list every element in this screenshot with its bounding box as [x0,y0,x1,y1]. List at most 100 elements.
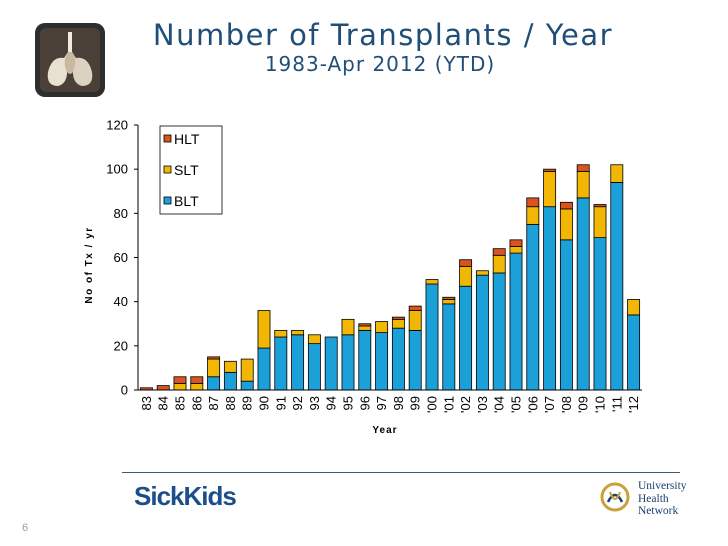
footer-divider [122,472,680,473]
bar-blt-95 [341,334,355,391]
bar-hlt-06 [526,197,540,208]
uhn-logo-text: University Health Network [638,480,687,518]
legend-swatch-slt [163,165,172,174]
bar-blt-94 [324,336,338,391]
bar-hlt-10 [593,204,607,208]
y-tick-label: 40 [114,294,128,309]
bar-slt-02 [459,265,473,287]
lungs-icon [35,23,105,97]
y-tick-label: 80 [114,206,128,221]
page-number: 6 [22,522,29,534]
bar-blt-88 [223,371,237,391]
bar-blt-12 [627,314,641,391]
x-tick-label: 97 [374,396,389,410]
uhn-line-1: University [638,480,687,492]
bar-blt-96 [358,329,372,391]
bar-slt-09 [576,170,590,199]
x-tick-label: 96 [357,396,372,410]
bar-slt-08 [559,208,573,241]
sickkids-logo: SickKids [134,481,237,511]
x-tick-label: '01 [441,396,456,413]
bar-slt-95 [341,318,355,336]
x-tick-label: 95 [341,396,356,410]
bar-slt-12 [627,299,641,316]
x-tick-label: '12 [626,396,641,413]
legend-label-blt: BLT [174,193,199,209]
uhn-logo-mark [600,482,630,512]
x-tick-label: '11 [609,396,624,412]
y-tick-label: 100 [106,162,128,177]
bar-hlt-07 [543,168,557,172]
x-tick-label: 85 [173,396,188,410]
bar-hlt-96 [358,323,372,327]
bar-slt-92 [291,329,305,336]
bar-blt-99 [408,329,422,391]
bar-slt-00 [425,279,439,285]
bar-blt-06 [526,223,540,391]
x-tick-label: 84 [156,396,171,410]
bar-slt-88 [223,360,237,373]
bar-blt-92 [291,334,305,391]
x-tick-label: '00 [425,396,440,413]
bar-slt-85 [173,382,187,391]
uhn-line-3: Network [638,505,679,517]
x-tick-label: 98 [391,396,406,410]
x-tick-label: 89 [240,396,255,410]
bar-slt-04 [492,254,506,274]
bar-slt-90 [257,310,271,349]
legend-swatch-hlt [163,134,172,143]
bar-slt-01 [442,299,456,305]
x-tick-label: '06 [525,396,540,413]
bar-blt-03 [475,274,489,391]
x-tick-label: '03 [475,396,490,413]
bar-blt-01 [442,303,456,391]
x-tick-label: 87 [206,396,221,410]
bar-blt-87 [207,376,221,391]
x-tick-label: '05 [509,396,524,413]
bar-blt-08 [559,239,573,391]
bar-hlt-87 [207,356,221,360]
bar-hlt-01 [442,296,456,300]
bar-blt-11 [610,182,624,391]
bar-blt-05 [509,252,523,391]
bar-blt-97 [375,332,389,391]
x-tick-label: '04 [492,396,507,413]
slide-subtitle: 1983-Apr 2012 (YTD) [264,52,496,76]
bar-hlt-08 [559,201,573,210]
bar-slt-03 [475,270,489,276]
slide-title: Number of Transplants / Year [152,18,614,52]
bar-blt-07 [543,206,557,391]
bar-slt-86 [190,382,204,391]
y-tick-label: 20 [114,338,128,353]
x-axis-title: Year [372,425,397,436]
bar-hlt-85 [173,376,187,384]
x-tick-label: 83 [139,396,154,410]
legend-label-hlt: HLT [174,131,200,147]
bar-blt-90 [257,347,271,391]
bar-blt-09 [576,197,590,391]
x-tick-label: 93 [307,396,322,410]
bar-hlt-99 [408,305,422,311]
legend-swatch-blt [163,196,172,205]
bar-hlt-05 [509,239,523,247]
x-tick-label: '10 [593,396,608,413]
bar-slt-05 [509,246,523,254]
bar-blt-02 [459,285,473,391]
bar-hlt-84 [156,385,170,391]
uhn-line-2: Health [638,492,669,505]
bar-blt-91 [274,336,288,391]
bar-slt-89 [240,358,254,382]
x-tick-label: '02 [458,396,473,413]
x-tick-label: 90 [257,396,272,410]
x-tick-label: 92 [290,396,305,410]
bar-slt-96 [358,325,372,331]
y-axis-title: No of Tx / yr [84,226,95,303]
bar-blt-89 [240,380,254,391]
bar-slt-87 [207,358,221,378]
bar-slt-99 [408,310,422,331]
y-tick-label: 0 [121,383,128,398]
bar-hlt-09 [576,164,590,172]
y-tick-label: 60 [114,250,128,265]
bar-slt-97 [375,321,389,333]
